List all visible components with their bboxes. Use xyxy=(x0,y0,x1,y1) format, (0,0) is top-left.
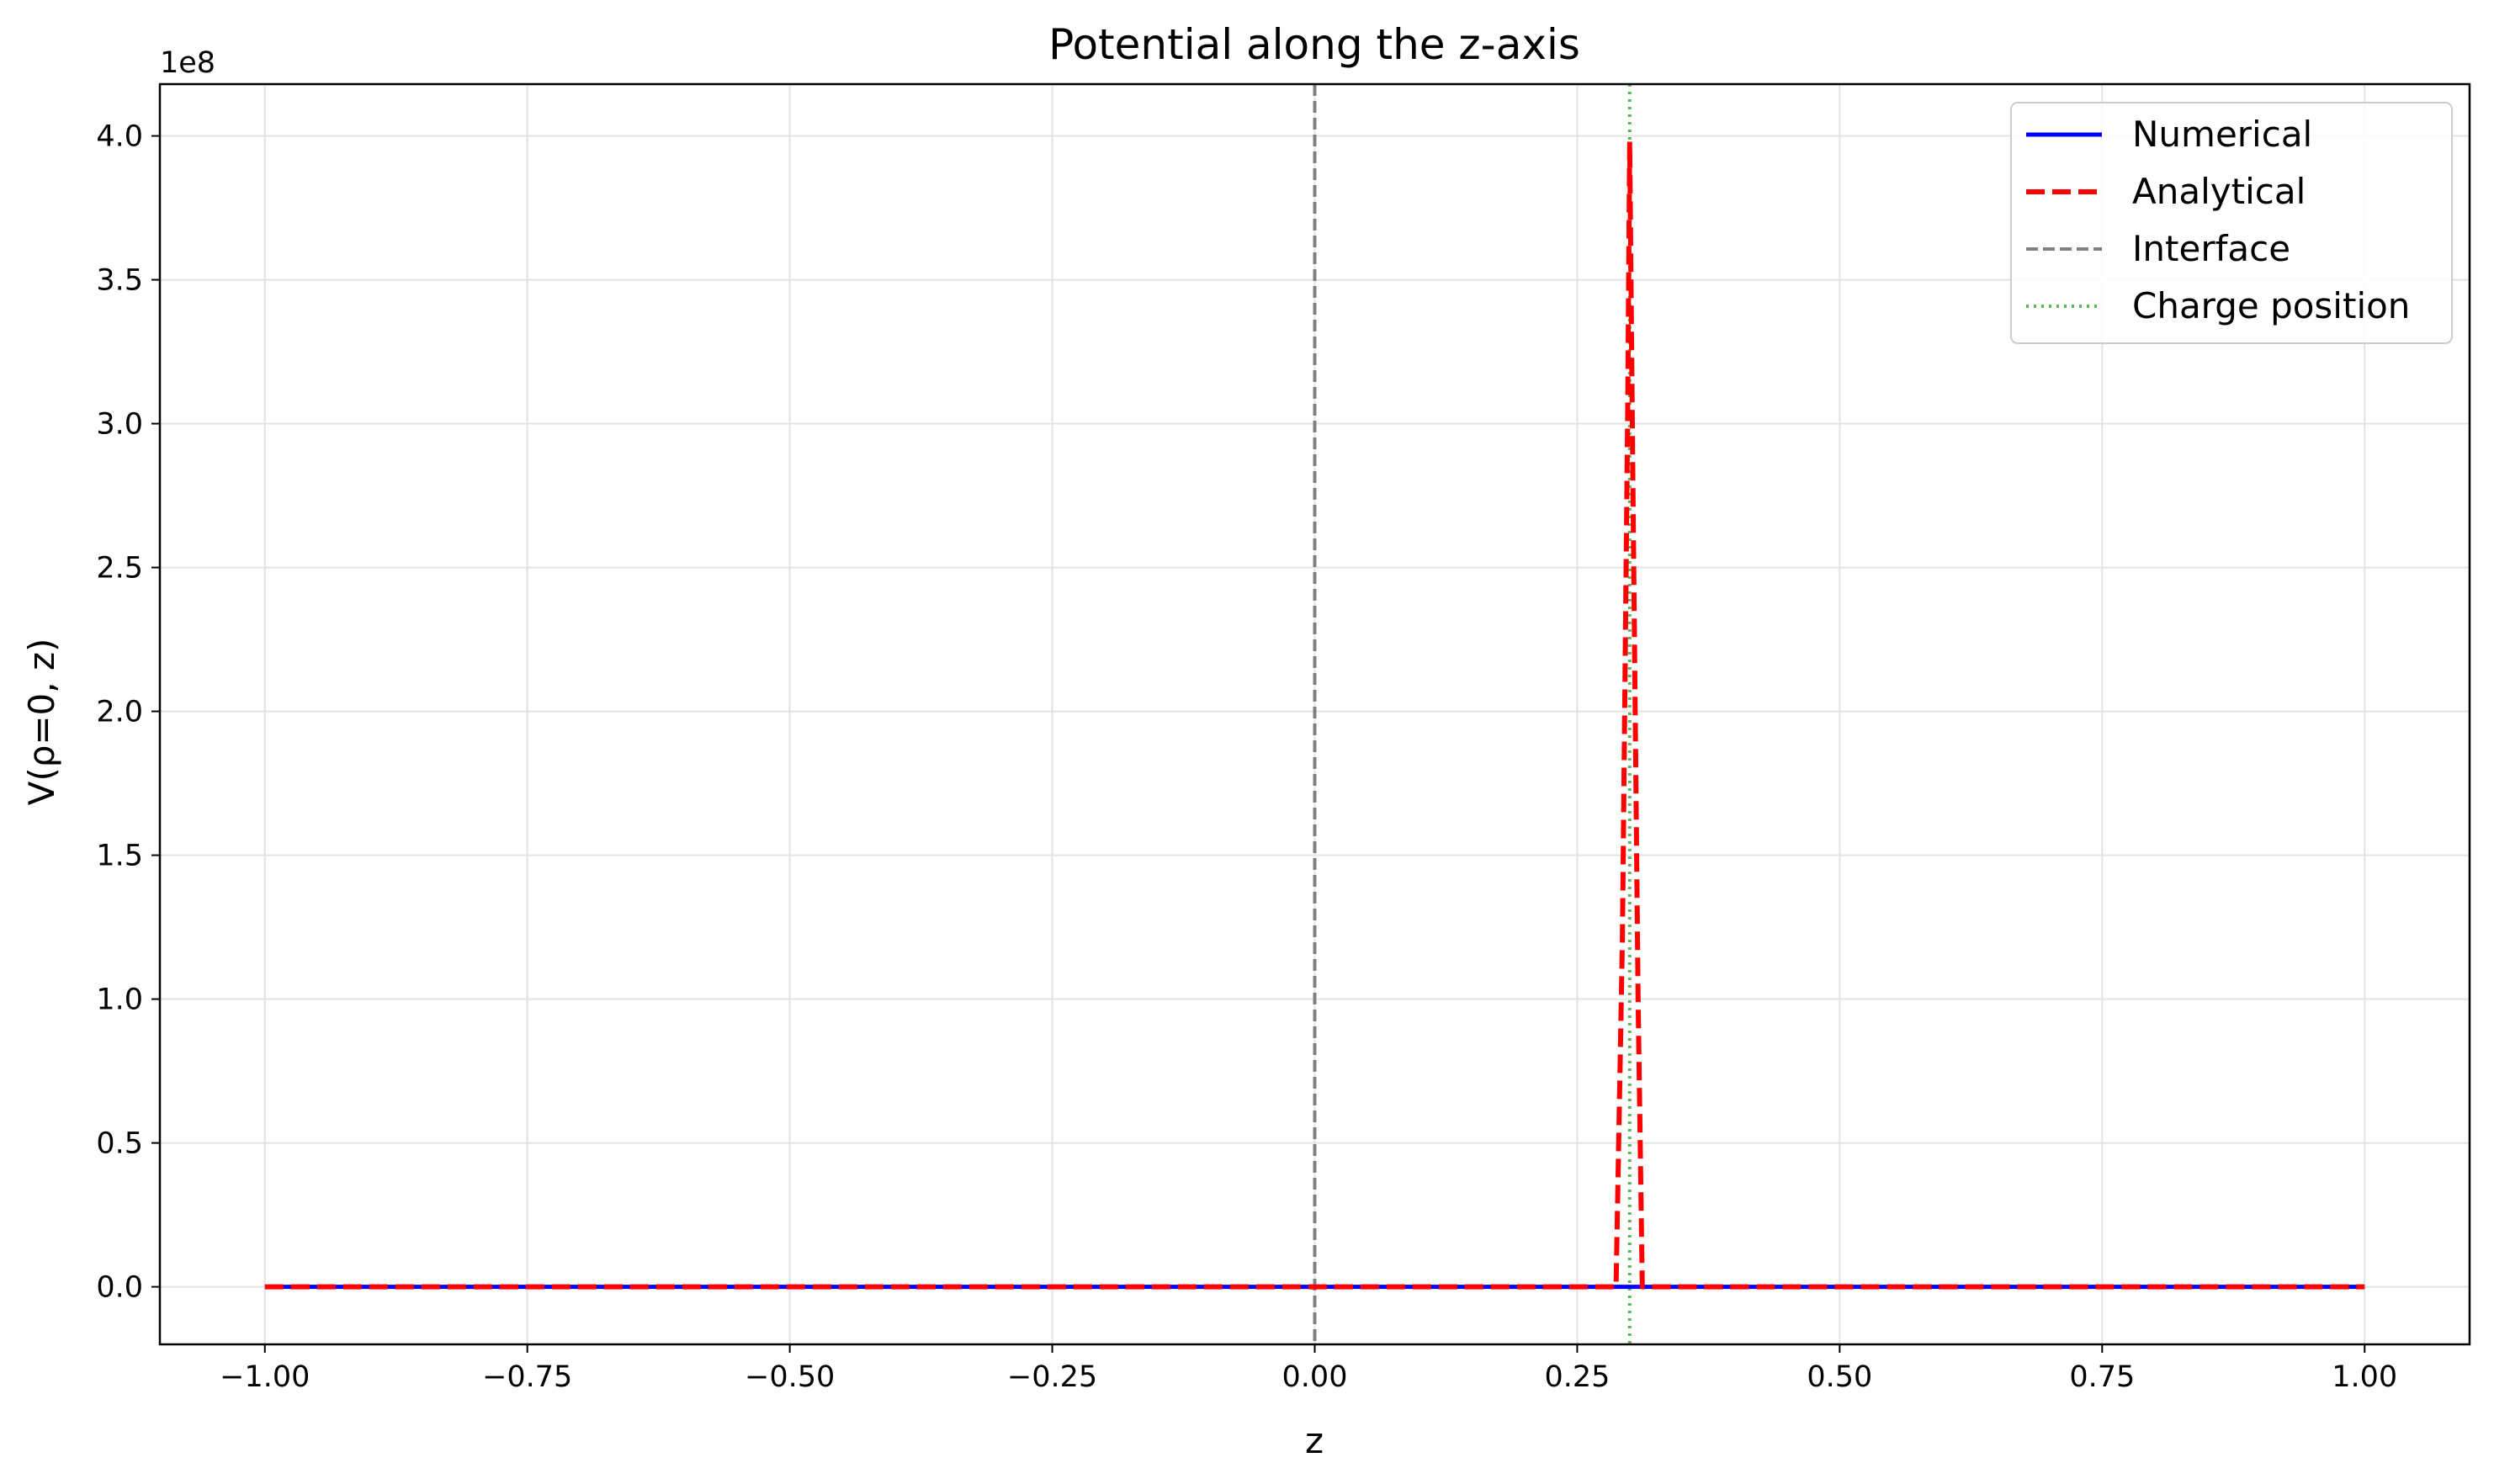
y-axis: 0.0 0.5 1.0 1.5 2.0 2.5 3.0 3.5 4.0 xyxy=(96,120,160,1305)
legend-label-interface: Interface xyxy=(2132,228,2290,269)
x-tick-label: −0.50 xyxy=(745,1360,835,1394)
y-tick-label: 1.0 xyxy=(96,983,143,1017)
y-tick-label: 0.0 xyxy=(96,1271,143,1305)
x-axis-label: z xyxy=(1305,1420,1324,1461)
y-tick-label: 3.5 xyxy=(96,264,143,298)
x-tick-label: 0.00 xyxy=(1282,1360,1348,1394)
x-axis: −1.00 −0.75 −0.50 −0.25 0.00 0.25 0.50 0.75 1.00 xyxy=(220,1344,2397,1394)
x-tick-label: 0.50 xyxy=(1807,1360,1872,1394)
y-tick-label: 2.5 xyxy=(96,552,143,586)
y-tick-label: 4.0 xyxy=(96,120,143,154)
legend-label-analytical: Analytical xyxy=(2132,171,2306,212)
series-line-analytical xyxy=(264,139,2365,1290)
legend-box xyxy=(2010,102,2453,344)
chart-title: Potential along the z-axis xyxy=(1048,20,1580,69)
legend: Numerical Analytical Interface Charge po… xyxy=(2010,102,2453,344)
y-tick-label: 0.5 xyxy=(96,1127,143,1161)
x-tick-label: −1.00 xyxy=(220,1360,310,1394)
y-tick-label: 2.0 xyxy=(96,696,143,729)
legend-label-charge-position: Charge position xyxy=(2132,285,2410,326)
y-axis-offset-text: 1e8 xyxy=(160,46,215,80)
x-tick-label: 0.75 xyxy=(2069,1360,2135,1394)
x-tick-label: 0.25 xyxy=(1544,1360,1610,1394)
x-tick-label: −0.25 xyxy=(1007,1360,1097,1394)
legend-label-numerical: Numerical xyxy=(2132,114,2312,155)
x-tick-label: 1.00 xyxy=(2332,1360,2397,1394)
y-tick-label: 3.0 xyxy=(96,408,143,442)
plot-area xyxy=(264,84,2365,1344)
x-tick-label: −0.75 xyxy=(482,1360,572,1394)
y-axis-label: V(ρ=0, z) xyxy=(21,639,62,806)
y-tick-label: 1.5 xyxy=(96,840,143,873)
